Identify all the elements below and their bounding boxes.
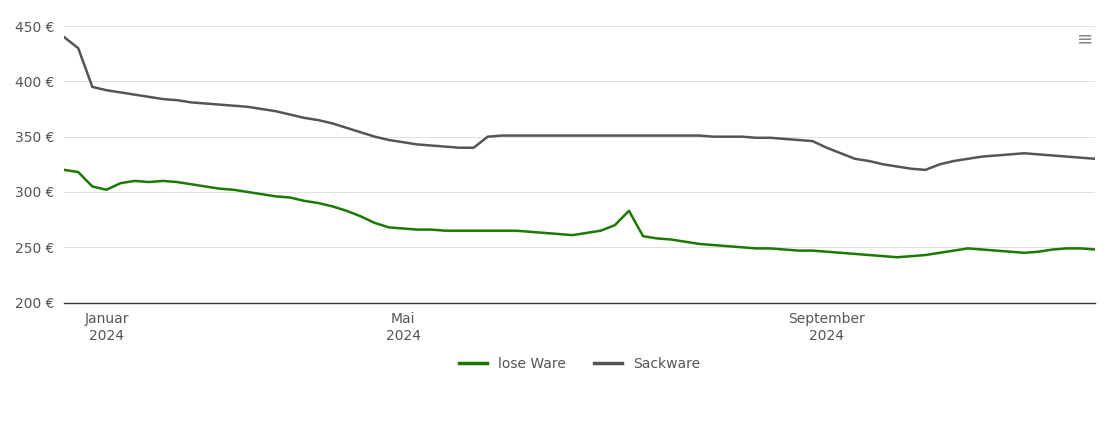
Text: ≡: ≡ [1077,30,1093,49]
Legend: lose Ware, Sackware: lose Ware, Sackware [454,351,705,376]
